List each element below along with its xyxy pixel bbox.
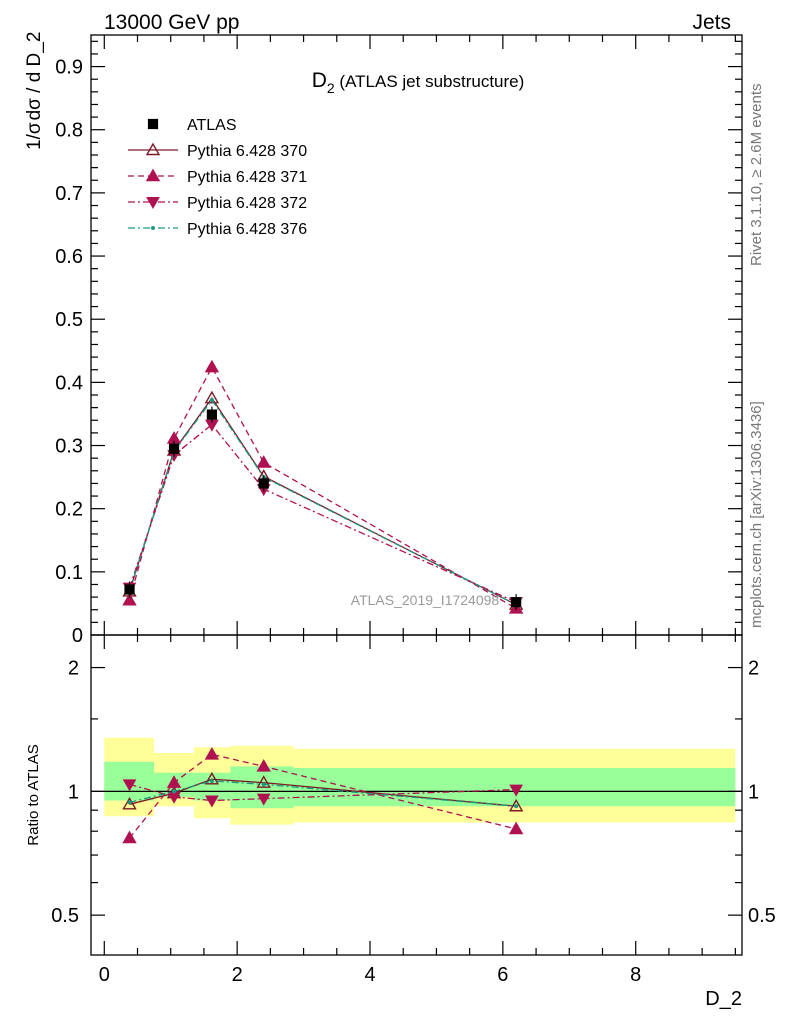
xtick-label: 6 [497, 964, 508, 986]
main-series-line [128, 398, 517, 606]
ratio-series-point [122, 830, 137, 844]
ratio-panel: 0.5 0.5 1 1 2 2 0 2 4 6 8 Ratio to ATLAS D_2 [25, 634, 776, 1010]
legend-label: Pythia 6.428 370 [187, 143, 307, 160]
side-label-bottom: mcplots.cern.ch [arXiv:1306.3436] [748, 401, 765, 628]
main-series-line [128, 365, 517, 610]
main-ytick-label: 0.2 [55, 499, 83, 521]
ratio-ytick-label: 0.5 [51, 905, 79, 927]
main-ylabel: dσ / d D_2 [24, 32, 45, 121]
chart-title: D2 (ATLAS jet substructure) [312, 69, 525, 96]
legend-label: Pythia 6.428 371 [187, 169, 307, 186]
header-right: Jets [692, 11, 731, 34]
main-series-line [128, 397, 517, 606]
xtick-label: 4 [364, 964, 375, 986]
main-series-point [209, 398, 214, 403]
side-label-top: Rivet 3.1.10, ≥ 2.6M events [748, 84, 765, 267]
main-series-point [122, 592, 137, 606]
ratio-ytick-label: 2 [68, 658, 79, 680]
ratio-series-point [205, 795, 219, 808]
data-point [511, 597, 522, 608]
ratio-series-point [127, 800, 132, 805]
main-ytick-label: 0 [72, 625, 83, 647]
legend-label-data: ATLAS [187, 117, 237, 134]
ratio-ylabel: Ratio to ATLAS [25, 744, 42, 845]
ratio-series-point [209, 778, 214, 783]
main-series-point [256, 455, 271, 468]
xlabel: D_2 [705, 988, 742, 1010]
main-panel: 0 0.1 0.2 0.3 0.4 0.5 0.6 0.7 0.8 0.9 D2 (ATLAS j… [24, 32, 743, 647]
main-ytick-label: 0.6 [55, 246, 83, 268]
ratio-series-point [122, 796, 137, 810]
header-left: 13000 GeV pp [104, 11, 239, 34]
xtick-label: 2 [232, 964, 243, 986]
main-series-point [204, 359, 220, 373]
ratio-ytick-label-right: 1 [748, 781, 759, 803]
data-point [124, 584, 135, 595]
main-ylabel-prefix: 1/σ [24, 122, 45, 150]
chart-title-rest: (ATLAS jet substructure) [335, 72, 525, 91]
legend-label: Pythia 6.428 376 [187, 221, 307, 238]
ratio-frame [90, 634, 743, 956]
ratio-series-point [256, 758, 271, 772]
ratio-ytick-label-right: 2 [748, 658, 759, 680]
ratio-series-point [261, 782, 266, 787]
ratio-series-point [509, 784, 524, 797]
data-point [206, 409, 217, 420]
ratio-series-point [514, 804, 519, 809]
main-ytick-label: 0.9 [55, 57, 83, 79]
main-ytick-label: 0.8 [55, 120, 83, 142]
ratio-series-line [129, 783, 517, 802]
legend-marker [146, 197, 160, 210]
main-ytick-label: 0.5 [55, 309, 83, 331]
legend-label: Pythia 6.428 372 [187, 195, 307, 212]
legend-marker [145, 142, 161, 156]
xtick-label: 0 [99, 964, 110, 986]
ratio-series-point [204, 746, 220, 760]
ratio-series-point [508, 798, 524, 812]
main-ytick-label: 0.4 [55, 372, 83, 394]
watermark: ATLAS_2019_I1724098 [351, 592, 500, 608]
xtick-label: 8 [630, 964, 641, 986]
ratio-series-point [122, 779, 137, 792]
ratio-ytick-label: 1 [68, 781, 79, 803]
chart-title-sub: 2 [327, 80, 335, 96]
legend: ATLAS Pythia 6.428 370 Pythia 6.428 371 Pyt… [128, 117, 307, 238]
ratio-series-point [172, 789, 177, 794]
legend-marker [145, 168, 161, 182]
main-ytick-label: 0.3 [55, 436, 83, 458]
main-ytick-label: 0.1 [55, 562, 83, 584]
ratio-series-point [204, 771, 220, 785]
ratio-series-point [256, 793, 271, 806]
ratio-series-point [508, 821, 524, 835]
legend-marker [151, 226, 155, 230]
data-point [168, 443, 180, 454]
main-series-point [204, 390, 220, 404]
main-ytick-label: 0.7 [55, 183, 83, 205]
data-point [258, 478, 269, 489]
ratio-series-point [166, 775, 182, 788]
legend-marker-data [147, 118, 159, 130]
ratio-ytick-label-right: 0.5 [748, 905, 776, 927]
ratio-series-point [256, 775, 271, 788]
